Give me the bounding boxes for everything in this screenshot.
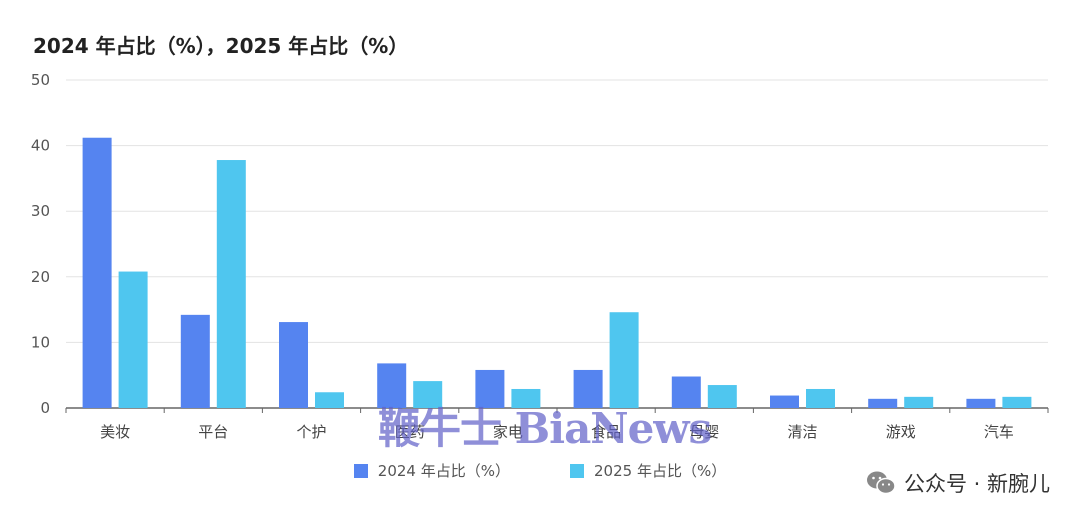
legend-swatch-2025 (570, 463, 584, 478)
x-tick-label-8: 游戏 (886, 423, 916, 441)
bar-2025-4 (511, 388, 541, 408)
watermark-logo: 鞭牛士 BiaNews (378, 404, 712, 453)
bar-2024-9 (966, 398, 996, 408)
bar-2025-7 (806, 388, 835, 408)
bar-2024-7 (770, 395, 799, 408)
x-tick-label-3: 医药 (395, 423, 425, 441)
y-tick-label-10: 10 (31, 333, 50, 351)
y-tick-label-50: 50 (31, 71, 50, 89)
bar-2025-2 (315, 392, 344, 408)
y-tick-label-0: 0 (40, 399, 50, 417)
bar-2024-3 (377, 363, 407, 408)
x-tick-label-2: 个护 (296, 423, 326, 441)
legend-label-2025: 2025 年占比（%） (594, 462, 727, 480)
bar-2025-5 (609, 312, 639, 408)
bar-2024-1 (180, 314, 210, 408)
wechat-icon (866, 471, 896, 495)
y-tick-label-40: 40 (31, 137, 50, 155)
legend-item-2025[interactable]: 2025 年占比（%） (570, 460, 726, 481)
bar-2025-6 (707, 385, 737, 408)
x-tick-label-6: 母婴 (689, 423, 719, 441)
chart-title: 2024 年占比（%），2025 年占比（%） (33, 34, 409, 58)
bar-2025-0 (118, 271, 148, 408)
bar-2025-9 (1002, 396, 1032, 408)
legend-item-2024[interactable]: 2024 年占比（%） (353, 460, 510, 481)
bar-2024-5 (573, 369, 603, 408)
y-tick-label-20: 20 (31, 268, 50, 286)
legend-swatch-2024 (353, 463, 368, 478)
bar-2025-1 (216, 160, 246, 408)
x-tick-label-1: 平台 (198, 423, 228, 441)
bar-2024-2 (279, 322, 308, 408)
x-tick-label-4: 家电 (493, 423, 523, 441)
x-tick-label-9: 汽车 (984, 423, 1014, 441)
wechat-account-badge: 公众号 · 新腕儿 (866, 468, 1050, 498)
bar-2024-0 (82, 137, 112, 408)
x-tick-label-5: 食品 (591, 423, 621, 441)
bar-2024-4 (475, 369, 505, 408)
account-label: 公众号 · 新腕儿 (903, 472, 1050, 496)
bar-2024-8 (868, 398, 898, 408)
legend-label-2024: 2024 年占比（%） (377, 462, 510, 480)
bar-2024-6 (671, 376, 701, 408)
bar-2025-8 (904, 396, 934, 408)
x-tick-label-0: 美妆 (100, 423, 130, 441)
legend: 2024 年占比（%） 2025 年占比（%） (0, 460, 1080, 481)
y-tick-label-30: 30 (31, 202, 50, 220)
x-tick-label-7: 清洁 (787, 423, 817, 441)
bar-2025-3 (413, 381, 443, 408)
